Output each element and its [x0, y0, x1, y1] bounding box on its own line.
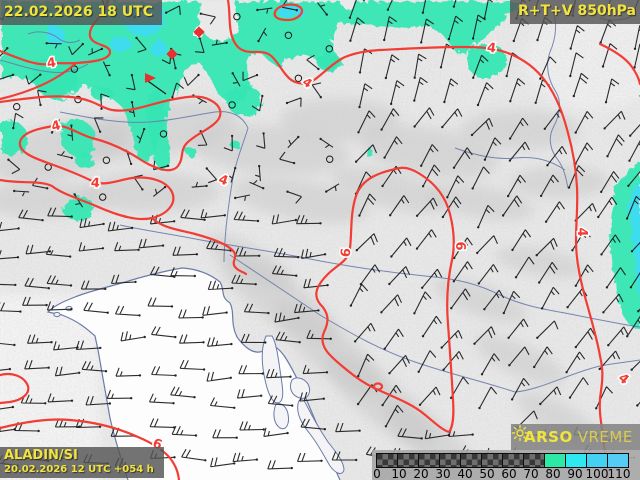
legend-cell	[523, 453, 545, 468]
svg-text:4: 4	[46, 55, 57, 71]
legend-cell	[397, 453, 419, 468]
svg-text:4: 4	[574, 227, 589, 236]
agency-name: ARSO	[524, 428, 573, 446]
arso-vreme-logo: ARSO VREME	[511, 424, 640, 450]
legend-cell	[418, 453, 440, 468]
legend-tick: 40	[457, 467, 473, 480]
legend-tick: 80	[545, 467, 561, 480]
product-label: R+T+V 850hPa	[509, 0, 640, 24]
svg-text:6: 6	[339, 248, 355, 258]
legend-tick: 20	[413, 467, 429, 480]
legend-tick: 110	[607, 467, 631, 480]
legend-cells	[376, 453, 629, 468]
adriatic-sea	[46, 267, 345, 480]
svg-text:4: 4	[90, 176, 100, 192]
legend-cell	[586, 453, 608, 468]
legend-tick: 0	[373, 467, 381, 480]
svg-text:4: 4	[486, 40, 497, 56]
valid-time-label: 22.02.2026 18 UTC	[0, 0, 162, 25]
legend-ticks: 0 10 20 30 40 50 60 70 80 90 100 110	[373, 467, 640, 480]
legend-cell	[376, 453, 398, 468]
legend-tick: 50	[479, 467, 495, 480]
legend-cell	[607, 453, 629, 468]
portal-name: VREME	[577, 428, 633, 446]
model-info-label: ALADIN/SI 20.02.2026 12 UTC +054 h	[0, 446, 164, 478]
legend-tick: 30	[435, 467, 451, 480]
model-name: ALADIN/SI	[4, 447, 78, 463]
legend-tick: 70	[523, 467, 539, 480]
legend-cell	[544, 453, 566, 468]
model-run-info: 20.02.2026 12 UTC +054 h	[4, 463, 154, 475]
legend-cell	[565, 453, 587, 468]
product-text: R+T+V 850hPa	[517, 3, 636, 19]
legend-tick: 10	[391, 467, 407, 480]
color-scale-legend: 0 10 20 30 40 50 60 70 80 90 100 110	[372, 450, 640, 480]
legend-tick: 100	[585, 467, 609, 480]
legend-cell	[502, 453, 524, 468]
humidity-shading	[0, 0, 640, 328]
svg-text:6: 6	[452, 241, 467, 250]
legend-cell	[481, 453, 503, 468]
legend-cell	[439, 453, 461, 468]
valid-time-text: 22.02.2026 18 UTC	[4, 4, 153, 20]
legend-tick: 90	[567, 467, 583, 480]
legend-tick: 60	[501, 467, 517, 480]
legend-cell	[460, 453, 482, 468]
